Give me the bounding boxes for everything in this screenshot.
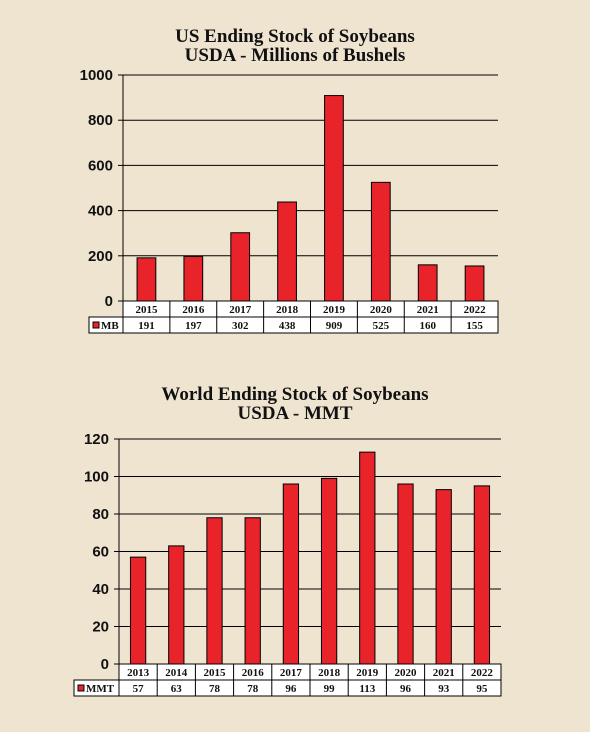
bar	[183, 255, 204, 302]
chart-title: US Ending Stock of Soybeans	[175, 26, 415, 47]
legend-swatch	[92, 321, 100, 329]
x-tick-label: 2022	[471, 667, 494, 679]
data-label: 197	[185, 320, 202, 332]
data-label: 155	[466, 320, 483, 332]
x-tick-label: 2021	[417, 304, 439, 316]
data-label: 438	[279, 320, 296, 332]
x-tick-label: 2019	[356, 667, 379, 679]
bar	[129, 556, 147, 665]
y-tick-label: 20	[92, 619, 109, 636]
data-label: 99	[324, 683, 336, 695]
data-label: 113	[359, 683, 375, 695]
data-label: 78	[247, 683, 259, 695]
x-tick-label: 2013	[127, 667, 150, 679]
data-table-legend-cell	[88, 316, 124, 334]
x-tick-label: 2020	[395, 667, 418, 679]
y-tick-label: 200	[88, 248, 113, 265]
bar	[168, 545, 185, 665]
y-tick-label: 100	[84, 469, 109, 486]
x-tick-label: 2021	[433, 667, 455, 679]
y-tick-label: 800	[88, 112, 113, 129]
data-label: 160	[419, 320, 436, 332]
data-label: 302	[232, 320, 249, 332]
bar	[320, 477, 338, 665]
data-label: 57	[133, 683, 145, 695]
x-tick-label: 2014	[165, 667, 188, 679]
bar	[359, 451, 376, 665]
x-tick-label: 2022	[464, 304, 487, 316]
data-label: 525	[373, 320, 390, 332]
y-tick-label: 60	[92, 544, 109, 561]
world-chart-plot: 0 20 40 60 80 100 120 2013 2014 2015 2016 2017 2018 2…	[73, 431, 502, 697]
x-tick-label: 2016	[182, 304, 205, 316]
y-tick-label: 600	[88, 157, 113, 174]
x-tick-label: 2018	[276, 304, 299, 316]
bar	[277, 201, 297, 302]
data-label: 909	[326, 320, 343, 332]
legend-swatch	[77, 684, 85, 692]
x-tick-label: 2017	[229, 304, 252, 316]
x-tick-label: 2017	[280, 667, 303, 679]
bar	[417, 264, 438, 302]
y-tick-label: 1000	[80, 67, 113, 84]
chart-title: World Ending Stock of Soybeans	[161, 384, 429, 405]
y-tick-label: 80	[92, 506, 109, 523]
data-label: 96	[285, 683, 297, 695]
bar	[435, 489, 452, 665]
data-label: 78	[209, 683, 221, 695]
x-tick-label: 2020	[370, 304, 393, 316]
x-tick-label: 2019	[323, 304, 346, 316]
x-tick-label: 2015	[135, 304, 158, 316]
bar	[136, 257, 157, 302]
x-tick-label: 2015	[204, 667, 227, 679]
world-soybean-chart: World Ending Stock of Soybeans USDA - MM…	[0, 372, 590, 722]
data-label: 191	[138, 320, 155, 332]
bar	[324, 95, 344, 302]
data-label: 93	[438, 683, 450, 695]
us-soybean-chart: US Ending Stock of Soybeans USDA - Milli…	[0, 0, 590, 350]
bar	[230, 232, 251, 302]
bar	[473, 485, 491, 665]
data-label: 63	[171, 683, 183, 695]
x-tick-label: 2016	[242, 667, 265, 679]
bar	[370, 181, 391, 302]
bar	[397, 483, 414, 665]
bar	[244, 517, 261, 665]
chart-subtitle: USDA - MMT	[237, 403, 353, 424]
x-tick-label: 2018	[318, 667, 341, 679]
data-table-legend-cell	[73, 679, 120, 697]
bar	[282, 483, 300, 665]
chart-subtitle: USDA - Millions of Bushels	[184, 45, 406, 66]
legend-entry: MB	[101, 320, 119, 332]
y-tick-label: 400	[88, 203, 113, 220]
data-label: 96	[400, 683, 412, 695]
data-label: 95	[476, 683, 488, 695]
bar	[464, 265, 485, 302]
y-tick-label: 0	[105, 293, 113, 310]
y-tick-label: 0	[101, 656, 109, 673]
us-chart-plot: 0 200 400 600 800 1000 2015 2016 2017 2018 2019 202…	[80, 67, 499, 334]
y-tick-label: 40	[92, 581, 109, 598]
bar	[206, 517, 223, 665]
y-tick-label: 120	[84, 431, 109, 448]
legend-entry: MMT	[86, 683, 115, 695]
